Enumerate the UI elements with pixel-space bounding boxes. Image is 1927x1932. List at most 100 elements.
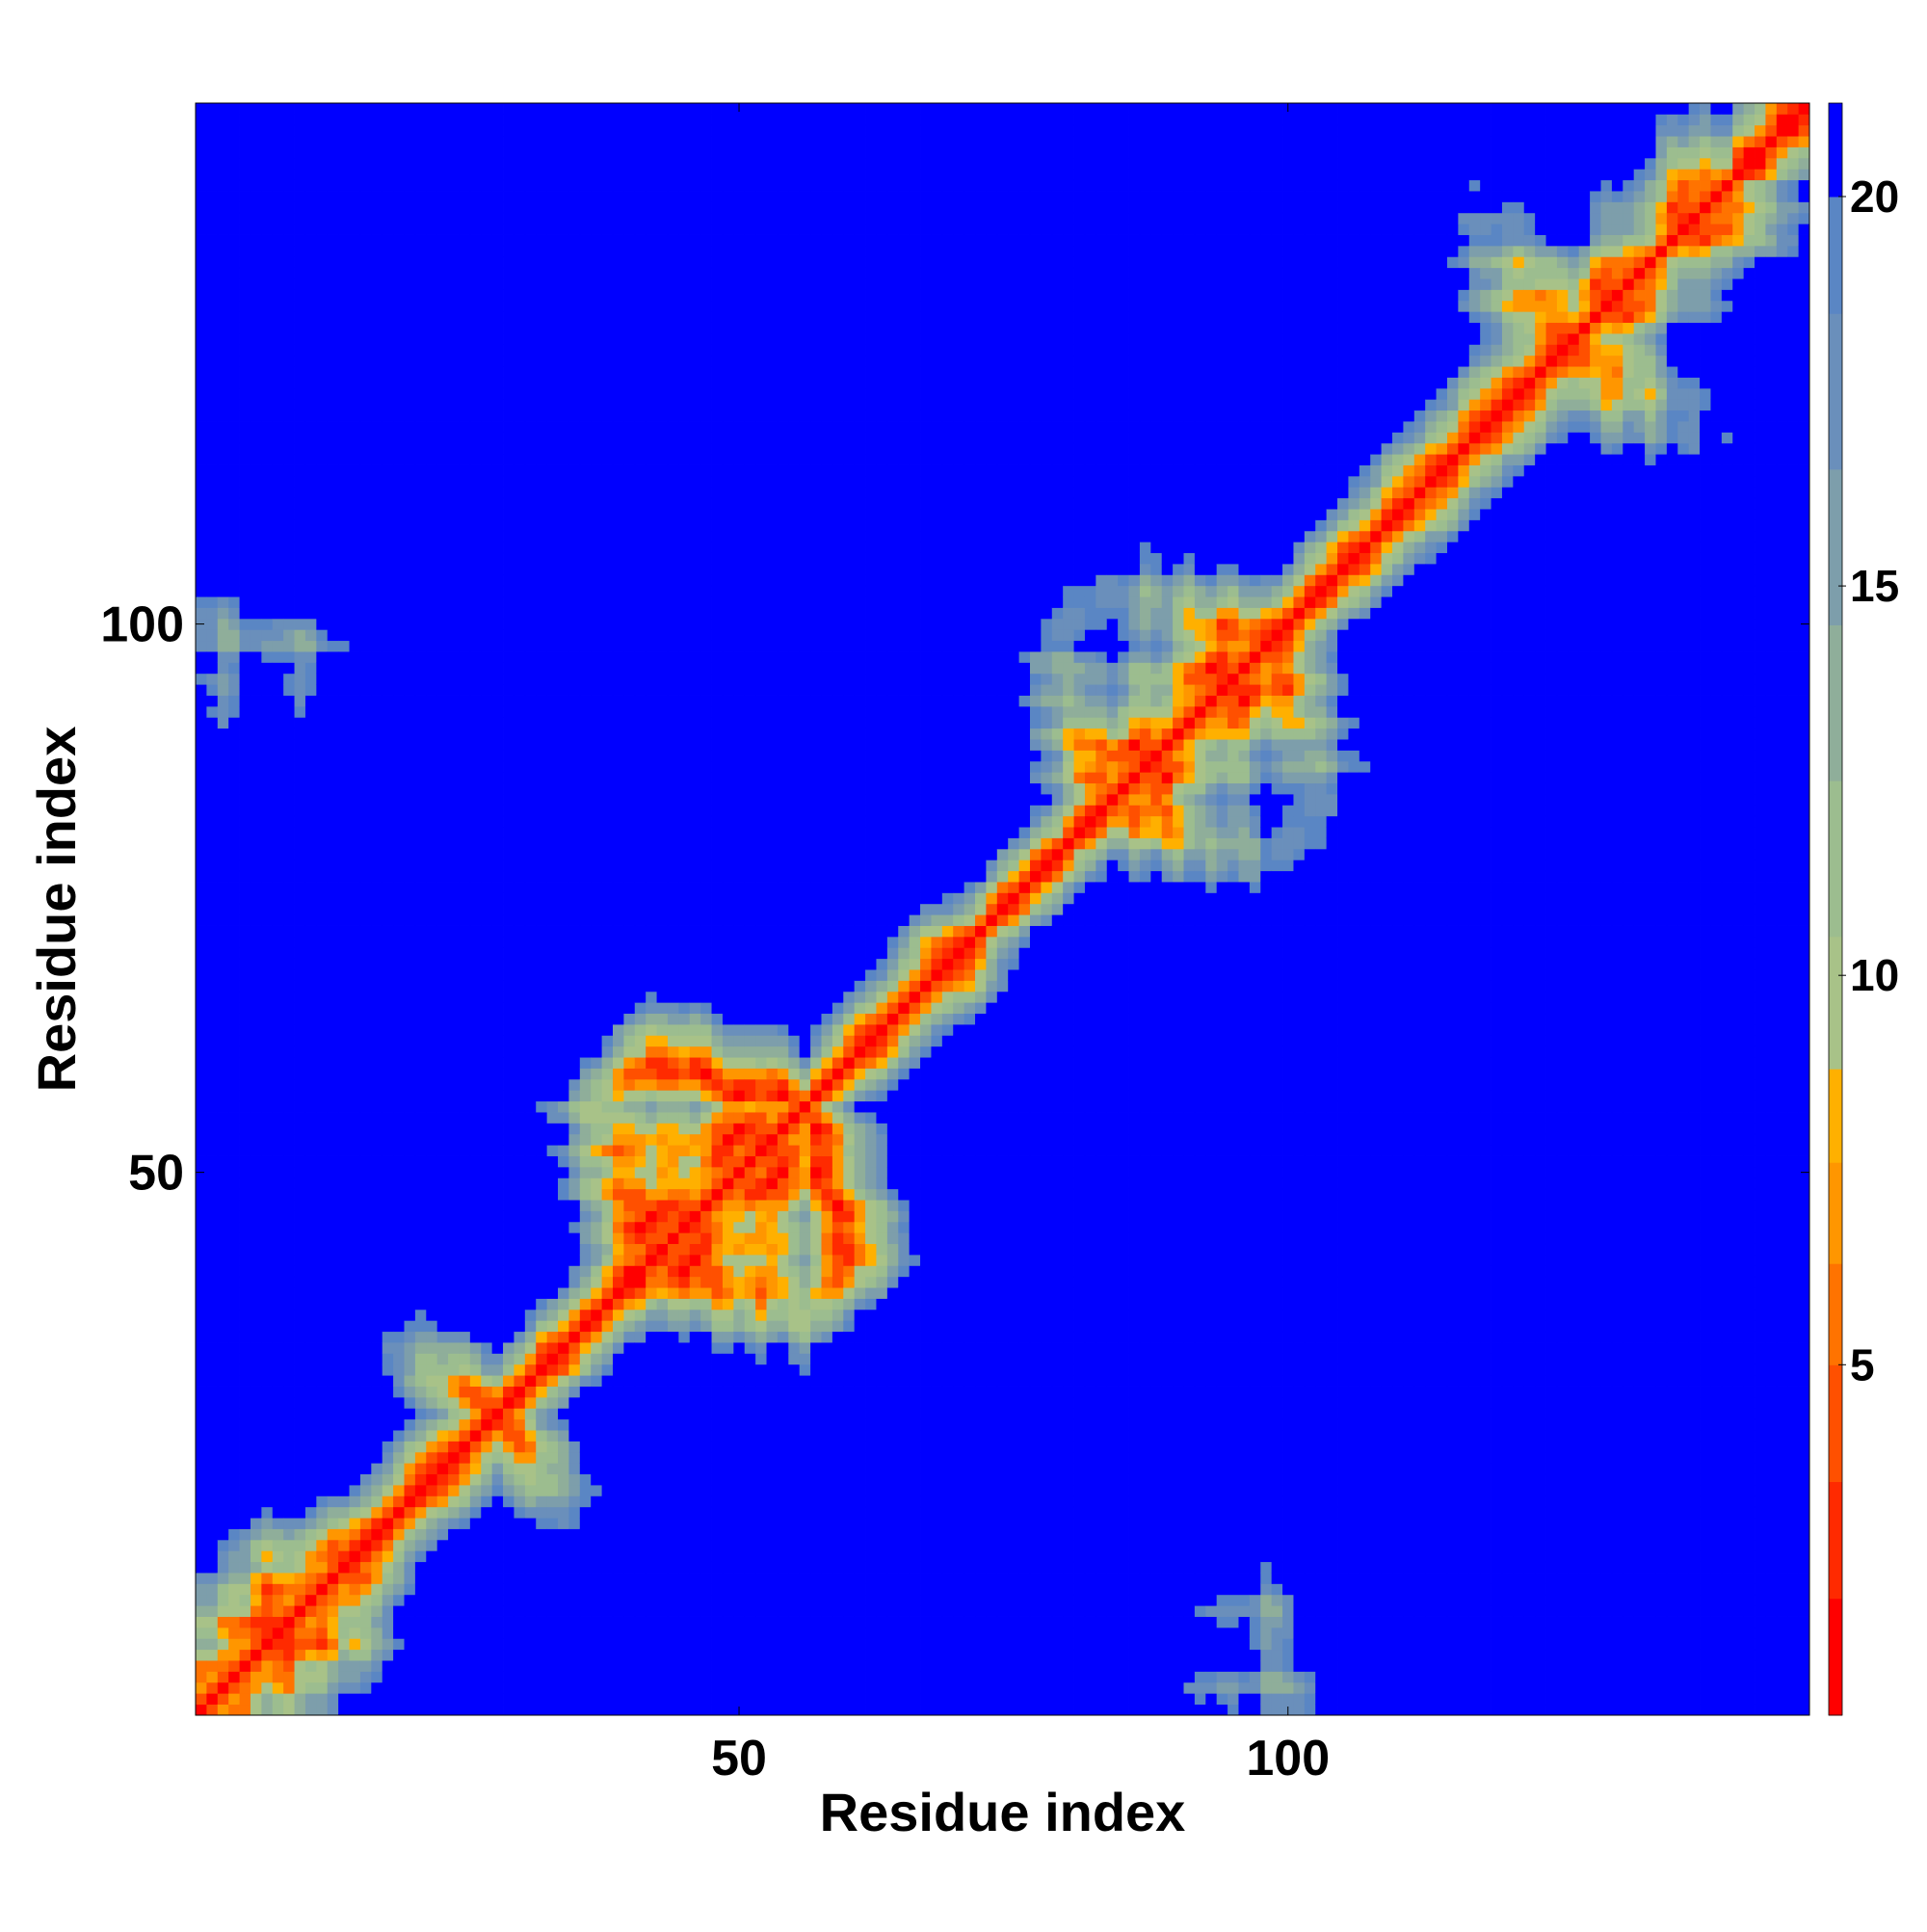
heatmap-cell [459,553,470,565]
heatmap-cell [338,1342,350,1354]
heatmap-cell [437,1595,449,1606]
heatmap-cell [328,1387,339,1398]
heatmap-cell [273,969,284,981]
heatmap-cell [525,1397,537,1409]
heatmap-cell [283,1014,295,1025]
heatmap-cell [393,1650,405,1661]
heatmap-cell [558,443,569,455]
heatmap-cell [228,158,240,170]
heatmap-cell [273,235,284,247]
heatmap-cell [503,1474,515,1486]
heatmap-cell [525,224,537,235]
heatmap-cell [196,816,207,828]
heatmap-cell [547,531,559,543]
heatmap-cell [558,937,569,948]
heatmap-cell [459,1397,470,1409]
heatmap-cell [350,827,361,838]
heatmap-cell [305,311,317,323]
heatmap-cell [503,860,515,871]
heatmap-cell [448,1014,460,1025]
heatmap-cell [448,1024,460,1036]
heatmap-cell [350,542,361,553]
heatmap-cell [283,1320,295,1332]
heatmap-cell [295,1660,306,1672]
heatmap-cell [328,696,339,707]
heatmap-cell [240,728,251,740]
heatmap-cell [350,213,361,225]
heatmap-cell [295,1682,306,1694]
heatmap-cell [492,1474,504,1486]
heatmap-cell [426,750,437,761]
heatmap-cell [371,1090,383,1101]
heatmap-cell [283,871,295,883]
heatmap-cell [459,1617,470,1628]
heatmap-cell [283,1101,295,1113]
heatmap-cell [525,1550,537,1562]
heatmap-cell [305,1332,317,1343]
heatmap-cell [228,1518,240,1529]
heatmap-cell [525,1112,537,1124]
heatmap-cell [350,323,361,334]
heatmap-cell [383,1375,394,1387]
heatmap-cell [426,289,437,301]
heatmap-cell [547,1265,559,1277]
heatmap-cell [492,651,504,663]
heatmap-cell [437,136,449,147]
heatmap-cell [218,838,229,850]
heatmap-cell [328,1474,339,1486]
heatmap-cell [273,1035,284,1046]
heatmap-cell [459,1595,470,1606]
heatmap-cell [470,739,482,751]
heatmap-cell [196,696,207,707]
heatmap-cell [547,1101,559,1113]
heatmap-cell [240,1320,251,1332]
heatmap-cell [261,1595,273,1606]
heatmap-cell [393,1452,405,1464]
heatmap-cell [218,706,229,718]
heatmap-cell [240,969,251,981]
heatmap-cell [350,344,361,356]
heatmap-cell [360,860,372,871]
heatmap-cell [481,651,492,663]
heatmap-cell [350,750,361,761]
heatmap-cell [470,201,482,213]
heatmap-cell [371,959,383,970]
heatmap-cell [525,1035,537,1046]
heatmap-cell [405,914,416,926]
heatmap-cell [295,1463,306,1474]
heatmap-cell [481,1299,492,1310]
heatmap-cell [251,564,262,575]
heatmap-cell [405,1222,416,1233]
heatmap-cell [196,1550,207,1562]
heatmap-cell [218,356,229,367]
heatmap-cell [426,366,437,378]
heatmap-cell [405,783,416,795]
heatmap-cell [514,1287,525,1299]
heatmap-cell [503,1222,515,1233]
heatmap-cell [514,1507,525,1519]
heatmap-cell [295,1583,306,1595]
heatmap-cell [206,180,218,192]
heatmap-cell [283,1024,295,1036]
heatmap-cell [415,191,427,202]
heatmap-cell [481,1145,492,1156]
heatmap-cell [492,531,504,543]
heatmap-cell [437,1112,449,1124]
heatmap-cell [251,980,262,992]
heatmap-cell [459,586,470,597]
heatmap-cell [206,1682,218,1694]
heatmap-cell [437,1518,449,1529]
heatmap-cell [459,629,470,641]
heatmap-cell [481,1167,492,1178]
heatmap-cell [492,980,504,992]
heatmap-cell [295,1693,306,1705]
heatmap-cell [405,882,416,893]
heatmap-cell [283,1244,295,1256]
heatmap-cell [481,980,492,992]
heatmap-cell [514,114,525,125]
heatmap-cell [426,301,437,312]
heatmap-cell [338,926,350,938]
heatmap-cell [383,1441,394,1452]
heatmap-cell [360,333,372,345]
heatmap-cell [295,651,306,663]
